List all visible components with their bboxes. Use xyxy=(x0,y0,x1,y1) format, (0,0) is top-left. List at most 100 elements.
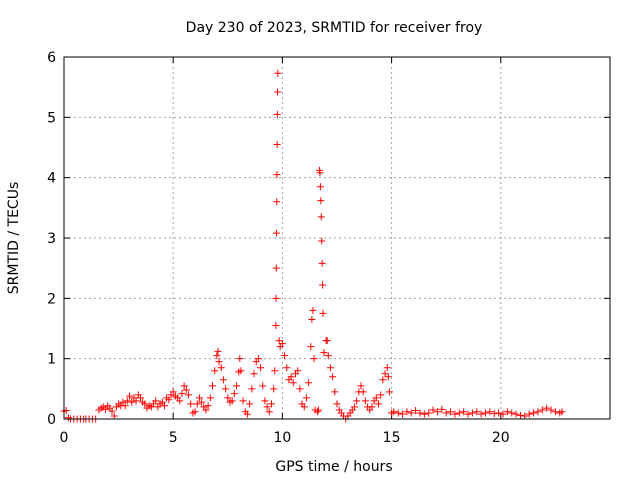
data-point xyxy=(278,340,286,348)
data-point xyxy=(273,110,281,118)
data-point xyxy=(543,404,551,412)
data-point xyxy=(272,264,280,272)
data-point xyxy=(521,412,529,420)
data-point xyxy=(451,410,459,418)
data-points xyxy=(60,69,566,423)
y-tick-label: 3 xyxy=(47,231,56,247)
data-point xyxy=(273,198,281,206)
data-point xyxy=(119,398,127,406)
data-point xyxy=(243,410,251,418)
data-point xyxy=(274,88,282,96)
data-point xyxy=(508,409,516,417)
plot-frame xyxy=(63,56,611,420)
data-point xyxy=(121,402,129,410)
data-point xyxy=(372,394,380,402)
grid-lines xyxy=(64,57,610,419)
data-point xyxy=(261,397,269,405)
data-point xyxy=(314,406,322,414)
y-tick-label: 1 xyxy=(47,352,56,368)
data-point xyxy=(296,385,304,393)
data-point xyxy=(383,364,391,372)
data-point xyxy=(482,409,490,417)
y-tick-label: 4 xyxy=(47,171,56,187)
data-point xyxy=(516,411,524,419)
data-point xyxy=(180,382,188,390)
data-point xyxy=(270,385,278,393)
data-point xyxy=(294,367,302,375)
data-point xyxy=(320,349,328,357)
data-point xyxy=(193,400,201,408)
data-point xyxy=(460,408,468,416)
data-point xyxy=(412,407,420,415)
data-point xyxy=(381,370,389,378)
data-point xyxy=(495,409,503,417)
data-point xyxy=(416,409,424,417)
data-point xyxy=(206,394,214,402)
data-point xyxy=(374,400,382,408)
data-point xyxy=(331,388,339,396)
data-point xyxy=(128,398,136,406)
data-point xyxy=(273,229,281,237)
data-point xyxy=(361,397,369,405)
data-point xyxy=(385,388,393,396)
data-point xyxy=(499,410,507,418)
data-point xyxy=(273,171,281,179)
data-point xyxy=(433,408,441,416)
data-point xyxy=(213,352,221,360)
data-point xyxy=(486,408,494,416)
data-point xyxy=(420,410,428,418)
data-point xyxy=(324,352,332,360)
data-point xyxy=(399,410,407,418)
data-point xyxy=(289,379,297,387)
data-point xyxy=(442,409,450,417)
data-point xyxy=(429,406,437,414)
data-point xyxy=(455,409,463,417)
data-point xyxy=(217,364,225,372)
data-point xyxy=(309,306,317,314)
y-tick-label: 2 xyxy=(47,291,56,307)
data-point xyxy=(191,408,199,416)
x-axis-label: GPS time / hours xyxy=(275,459,392,475)
data-point xyxy=(214,347,222,355)
data-point xyxy=(464,410,472,418)
y-tick-label: 0 xyxy=(47,412,56,428)
x-tick-label: 5 xyxy=(169,430,178,446)
data-point xyxy=(110,412,118,420)
data-point xyxy=(319,281,327,289)
data-point xyxy=(182,386,190,394)
data-point xyxy=(281,352,289,360)
data-point xyxy=(525,410,533,418)
data-point xyxy=(425,409,433,417)
data-point xyxy=(357,382,365,390)
data-point xyxy=(101,405,109,413)
data-point xyxy=(165,396,173,404)
data-point xyxy=(305,379,313,387)
x-tick-label: 0 xyxy=(60,430,69,446)
data-point xyxy=(233,382,241,390)
data-point xyxy=(407,409,415,417)
data-point xyxy=(126,392,134,400)
data-point xyxy=(547,406,555,414)
data-point xyxy=(403,408,411,416)
data-point xyxy=(273,140,281,148)
data-point xyxy=(317,213,325,221)
data-point xyxy=(316,183,324,191)
data-point xyxy=(228,397,236,405)
chart-title: Day 230 of 2023, SRMTID for receiver fro… xyxy=(186,20,483,36)
data-point xyxy=(187,400,195,408)
data-point xyxy=(318,237,326,245)
data-point xyxy=(202,406,210,414)
data-point xyxy=(195,394,203,402)
data-point xyxy=(318,259,326,267)
data-point xyxy=(267,400,275,408)
data-point xyxy=(477,410,485,418)
data-point xyxy=(512,410,520,418)
data-point xyxy=(333,400,341,408)
y-tick-label: 5 xyxy=(47,110,56,126)
data-point xyxy=(198,398,206,406)
data-point xyxy=(350,403,358,411)
data-point xyxy=(215,358,223,366)
data-point xyxy=(275,337,283,345)
data-point xyxy=(160,402,168,410)
